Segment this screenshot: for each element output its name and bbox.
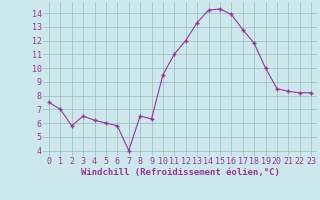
X-axis label: Windchill (Refroidissement éolien,°C): Windchill (Refroidissement éolien,°C) [81, 168, 279, 177]
